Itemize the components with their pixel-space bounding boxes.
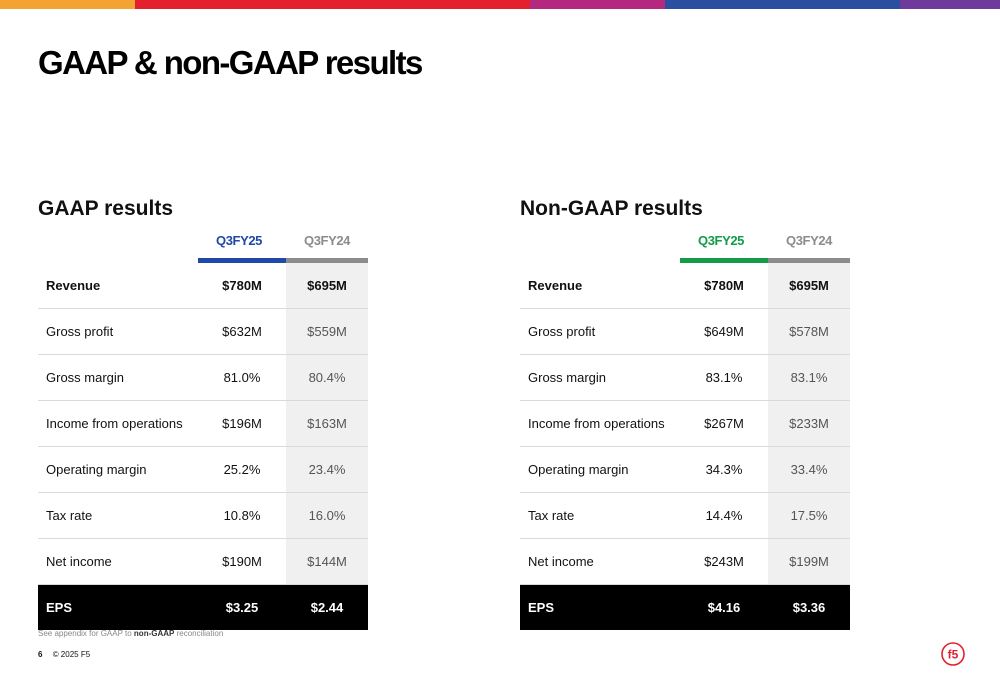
top-bar-segment bbox=[135, 0, 335, 9]
current-value: $780M bbox=[198, 263, 286, 309]
prior-value: $578M bbox=[768, 308, 850, 355]
gaap-prior-underline bbox=[286, 258, 368, 263]
f5-logo-text: f5 bbox=[948, 648, 959, 662]
prior-value: 33.4% bbox=[768, 446, 850, 493]
row-label: Revenue bbox=[520, 263, 680, 309]
row-label: Operating margin bbox=[38, 446, 198, 493]
nongaap-col-prior: Q3FY24 bbox=[785, 233, 832, 248]
row-label: Revenue bbox=[38, 263, 198, 309]
current-value: 34.3% bbox=[680, 446, 768, 493]
table-row: Operating margin 25.2% 23.4% bbox=[38, 446, 368, 493]
row-label: Net income bbox=[520, 538, 680, 585]
prior-value: 23.4% bbox=[286, 446, 368, 493]
row-label: Gross profit bbox=[520, 308, 680, 355]
table-row: Gross margin 81.0% 80.4% bbox=[38, 354, 368, 401]
top-bar-segment bbox=[900, 0, 1000, 9]
current-value: 14.4% bbox=[680, 492, 768, 539]
prior-value: $3.36 bbox=[768, 584, 850, 630]
prior-value: $163M bbox=[286, 400, 368, 447]
table-row: Gross profit $649M $578M bbox=[520, 308, 850, 355]
current-value: $780M bbox=[680, 263, 768, 309]
footnote-emphasis: non-GAAP bbox=[133, 629, 175, 638]
f5-logo-icon: f5 bbox=[941, 642, 965, 666]
eps-row: EPS $3.25 $2.44 bbox=[38, 584, 368, 630]
prior-value: $559M bbox=[286, 308, 368, 355]
page-footer: 6 © 2025 F5 bbox=[38, 650, 90, 659]
row-label: Income from operations bbox=[520, 400, 680, 447]
current-value: $649M bbox=[680, 308, 768, 355]
row-label: Gross margin bbox=[38, 354, 198, 401]
table-row: Revenue $780M $695M bbox=[38, 263, 368, 309]
nongaap-table: Revenue $780M $695M Gross profit $649M $… bbox=[520, 263, 850, 630]
top-color-bar bbox=[0, 0, 1000, 9]
current-value: 83.1% bbox=[680, 354, 768, 401]
current-value: $632M bbox=[198, 308, 286, 355]
nongaap-prior-underline bbox=[768, 258, 850, 263]
prior-value: 16.0% bbox=[286, 492, 368, 539]
gaap-column-header: Q3FY25 Q3FY24 bbox=[38, 225, 368, 263]
top-bar-segment bbox=[335, 0, 530, 9]
gaap-table: Revenue $780M $695M Gross profit $632M $… bbox=[38, 263, 368, 630]
top-bar-segment bbox=[0, 0, 135, 9]
gaap-col-current: Q3FY25 bbox=[215, 233, 262, 248]
prior-value: $695M bbox=[768, 263, 850, 309]
gaap-col-prior: Q3FY24 bbox=[303, 233, 350, 248]
row-label: Gross profit bbox=[38, 308, 198, 355]
current-value: $243M bbox=[680, 538, 768, 585]
prior-value: $144M bbox=[286, 538, 368, 585]
nongaap-column-header: Q3FY25 Q3FY24 bbox=[520, 225, 850, 263]
row-label: Net income bbox=[38, 538, 198, 585]
prior-value: $2.44 bbox=[286, 584, 368, 630]
table-row: Tax rate 14.4% 17.5% bbox=[520, 492, 850, 539]
current-value: 10.8% bbox=[198, 492, 286, 539]
gaap-results-section: GAAP results Q3FY25 Q3FY24 Revenue $780M… bbox=[38, 195, 368, 630]
gaap-section-title: GAAP results bbox=[38, 197, 173, 220]
current-value: $3.25 bbox=[198, 584, 286, 630]
row-label: Gross margin bbox=[520, 354, 680, 401]
prior-value: $695M bbox=[286, 263, 368, 309]
prior-value: $199M bbox=[768, 538, 850, 585]
table-row: Gross profit $632M $559M bbox=[38, 308, 368, 355]
row-label: Tax rate bbox=[520, 492, 680, 539]
row-label: Tax rate bbox=[38, 492, 198, 539]
row-label: EPS bbox=[520, 584, 680, 630]
current-value: $267M bbox=[680, 400, 768, 447]
copyright: © 2025 F5 bbox=[52, 650, 91, 659]
row-label: Operating margin bbox=[520, 446, 680, 493]
current-value: $196M bbox=[198, 400, 286, 447]
table-row: Tax rate 10.8% 16.0% bbox=[38, 492, 368, 539]
table-row: Income from operations $196M $163M bbox=[38, 400, 368, 447]
prior-value: 17.5% bbox=[768, 492, 850, 539]
nongaap-col-current: Q3FY25 bbox=[697, 233, 744, 248]
table-row: Gross margin 83.1% 83.1% bbox=[520, 354, 850, 401]
table-row: Net income $243M $199M bbox=[520, 538, 850, 585]
current-value: $190M bbox=[198, 538, 286, 585]
top-bar-segment bbox=[665, 0, 900, 9]
table-row: Income from operations $267M $233M bbox=[520, 400, 850, 447]
top-bar-segment bbox=[530, 0, 665, 9]
eps-row: EPS $4.16 $3.36 bbox=[520, 584, 850, 630]
prior-value: 80.4% bbox=[286, 354, 368, 401]
row-label: Income from operations bbox=[38, 400, 198, 447]
nongaap-results-section: Non-GAAP results Q3FY25 Q3FY24 Revenue $… bbox=[520, 195, 850, 630]
page-title: GAAP & non-GAAP results bbox=[38, 44, 423, 81]
prior-value: $233M bbox=[768, 400, 850, 447]
footnote-prefix: See appendix for GAAP to bbox=[38, 629, 134, 638]
current-value: $4.16 bbox=[680, 584, 768, 630]
footnote-suffix: reconciliation bbox=[174, 629, 224, 638]
gaap-current-underline bbox=[198, 258, 286, 263]
page-number: 6 bbox=[38, 650, 43, 659]
table-row: Operating margin 34.3% 33.4% bbox=[520, 446, 850, 493]
nongaap-current-underline bbox=[680, 258, 768, 263]
row-label: EPS bbox=[38, 584, 198, 630]
table-row: Net income $190M $144M bbox=[38, 538, 368, 585]
prior-value: 83.1% bbox=[768, 354, 850, 401]
reconciliation-footnote: See appendix for GAAP to non-GAAP reconc… bbox=[38, 629, 223, 638]
table-row: Revenue $780M $695M bbox=[520, 263, 850, 309]
current-value: 25.2% bbox=[198, 446, 286, 493]
current-value: 81.0% bbox=[198, 354, 286, 401]
nongaap-section-title: Non-GAAP results bbox=[520, 197, 703, 220]
